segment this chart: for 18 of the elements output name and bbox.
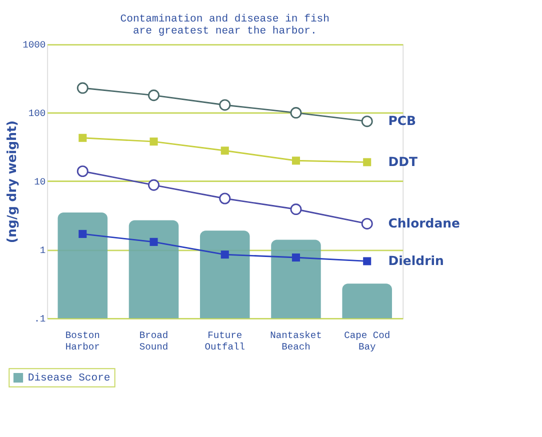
y-tick-label: 100 <box>28 108 46 120</box>
x-tick-label: Cape Cod Bay <box>344 330 390 352</box>
y-tick-label: 10 <box>34 176 46 188</box>
text: are greatest near the harbor. <box>132 26 317 38</box>
y-tick-label: 1 <box>40 245 46 256</box>
text: Contamination and disease in fish <box>120 13 330 26</box>
x-tick-label: Broad Sound <box>139 330 168 352</box>
x-tick-label: Boston Harbor <box>65 330 100 352</box>
x-tick-label: Future Outfall <box>204 330 246 352</box>
y-axis-title: (ng/g dry weight) <box>4 120 19 244</box>
y-tick-label: 1000 <box>22 40 46 51</box>
series-label: Chlordane <box>388 216 460 231</box>
y-tick-label: .1 <box>34 314 46 325</box>
series-label: DDT <box>388 154 418 170</box>
legend-label: Disease Score <box>28 372 110 385</box>
series-label: Dieldrin <box>388 253 444 268</box>
x-tick-label: Nantasket Beach <box>270 330 322 352</box>
series-label: PCB <box>388 113 416 128</box>
